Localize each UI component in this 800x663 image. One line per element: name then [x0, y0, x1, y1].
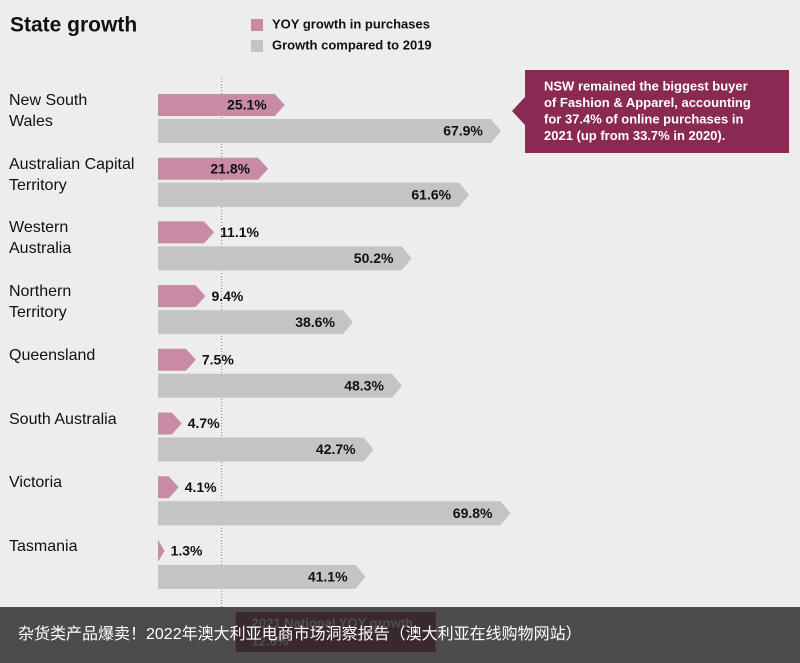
- bar: [158, 246, 412, 271]
- value-label: 69.8%: [453, 505, 493, 521]
- category-label: Australian Capital Territory: [9, 155, 135, 194]
- bar: [158, 182, 470, 207]
- annotation-text: of Fashion & Apparel, accounting: [544, 95, 751, 110]
- annotation-text: for 37.4% of online purchases in: [544, 111, 743, 126]
- bar: [158, 501, 511, 526]
- bar: [158, 348, 196, 371]
- category-label: South Australia: [9, 410, 117, 428]
- value-label: 9.4%: [211, 288, 243, 304]
- legend-swatch: [251, 40, 263, 52]
- bar: [158, 221, 215, 244]
- category-label: Victoria: [9, 474, 63, 492]
- bar: [158, 285, 206, 308]
- category-label: Tasmania: [9, 537, 78, 555]
- value-label: 21.8%: [210, 160, 250, 176]
- value-label: 11.1%: [220, 224, 259, 240]
- value-label: 7.5%: [202, 352, 234, 368]
- annotation-text: 2021 (up from 33.7% in 2020).: [544, 128, 725, 143]
- bar: [158, 119, 501, 143]
- value-label: 41.1%: [308, 569, 348, 585]
- value-label: 42.7%: [316, 441, 356, 457]
- value-label: 1.3%: [171, 543, 203, 559]
- legend-swatch: [251, 19, 263, 31]
- value-label: 4.7%: [188, 415, 220, 431]
- value-label: 50.2%: [354, 250, 394, 266]
- value-label: 4.1%: [185, 479, 217, 495]
- annotation-box: [512, 70, 789, 153]
- category-label: Northern Territory: [9, 283, 72, 322]
- bar: [158, 476, 179, 499]
- bar: [158, 310, 353, 335]
- category-label: New South Wales: [9, 92, 88, 130]
- value-label: 25.1%: [227, 97, 267, 113]
- bar: [158, 94, 285, 116]
- chart-title: State growth: [10, 14, 137, 37]
- value-label: 67.9%: [443, 123, 483, 139]
- bar: [158, 564, 366, 589]
- bar: [158, 412, 182, 435]
- value-label: 48.3%: [344, 378, 384, 394]
- category-label: Western Australia: [9, 219, 72, 258]
- category-label: Queensland: [9, 346, 96, 364]
- legend-label: Growth compared to 2019: [272, 37, 432, 52]
- bar: [158, 373, 402, 398]
- value-label: 38.6%: [295, 314, 335, 330]
- bar: [158, 157, 269, 180]
- bar: [158, 437, 374, 462]
- value-label: 61.6%: [411, 186, 451, 202]
- caption: 杂货类产品爆卖！2022年澳大利亚电商市场洞察报告（澳大利亚在线购物网站）: [0, 607, 800, 663]
- legend-label: YOY growth in purchases: [272, 16, 430, 31]
- annotation-text: NSW remained the biggest buyer: [544, 78, 748, 93]
- bar: [158, 539, 165, 562]
